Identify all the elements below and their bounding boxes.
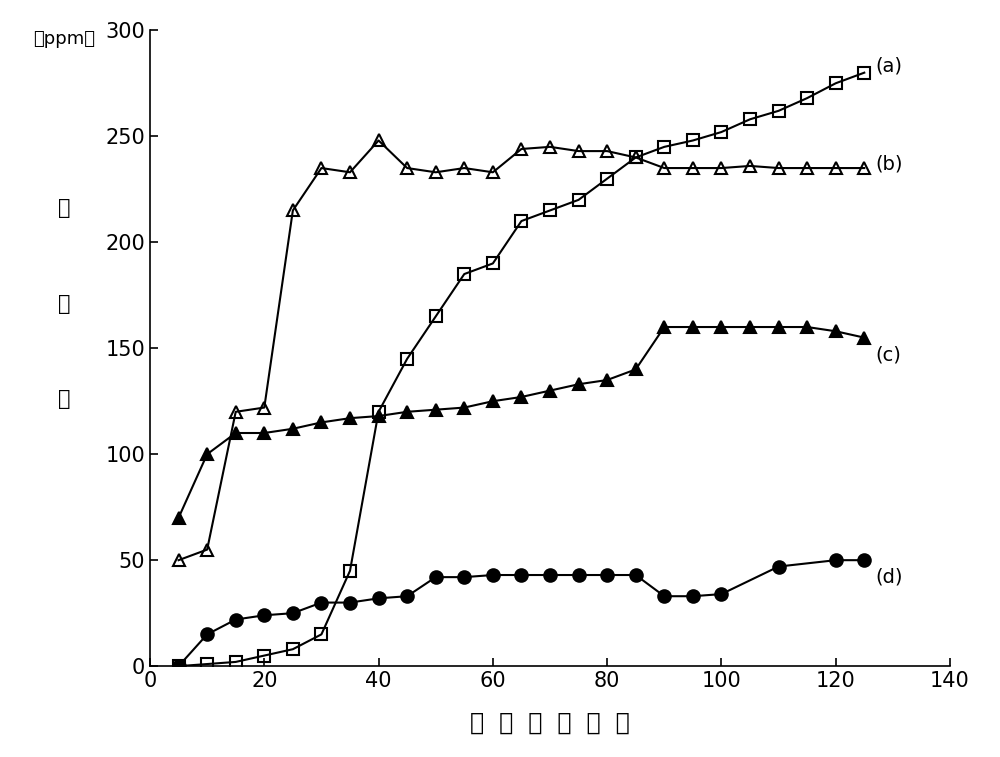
Text: (d): (d) [876, 568, 903, 587]
Text: 氨: 氨 [58, 198, 70, 218]
Text: （ppm）: （ppm） [33, 30, 95, 48]
Text: 浓: 浓 [58, 294, 70, 313]
Text: (a): (a) [876, 57, 903, 76]
X-axis label: 时  间  （  分  钟  ）: 时 间 （ 分 钟 ） [470, 711, 630, 734]
Text: (b): (b) [876, 154, 903, 173]
Text: (c): (c) [876, 345, 902, 364]
Text: 度: 度 [58, 389, 70, 409]
